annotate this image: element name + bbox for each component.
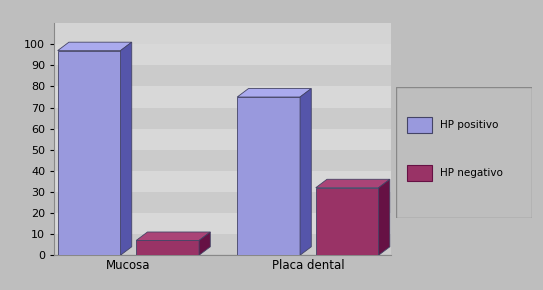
Polygon shape bbox=[58, 51, 121, 255]
Polygon shape bbox=[43, 108, 425, 129]
Polygon shape bbox=[43, 213, 425, 234]
Polygon shape bbox=[58, 42, 132, 51]
Polygon shape bbox=[43, 129, 425, 150]
Polygon shape bbox=[121, 42, 132, 255]
Polygon shape bbox=[378, 179, 390, 255]
Polygon shape bbox=[237, 97, 300, 255]
Text: HP positivo: HP positivo bbox=[440, 120, 498, 130]
Polygon shape bbox=[43, 234, 425, 255]
Polygon shape bbox=[43, 150, 425, 171]
Polygon shape bbox=[43, 192, 425, 213]
Text: HP negativo: HP negativo bbox=[440, 168, 503, 178]
Polygon shape bbox=[136, 232, 210, 240]
Polygon shape bbox=[43, 44, 425, 65]
Polygon shape bbox=[43, 86, 425, 108]
Polygon shape bbox=[407, 165, 432, 181]
Polygon shape bbox=[43, 65, 425, 86]
Polygon shape bbox=[316, 179, 390, 188]
Polygon shape bbox=[316, 188, 378, 255]
Polygon shape bbox=[237, 88, 311, 97]
Polygon shape bbox=[43, 171, 425, 192]
Polygon shape bbox=[199, 232, 210, 255]
Polygon shape bbox=[300, 88, 311, 255]
Polygon shape bbox=[136, 240, 199, 255]
Polygon shape bbox=[407, 117, 432, 133]
